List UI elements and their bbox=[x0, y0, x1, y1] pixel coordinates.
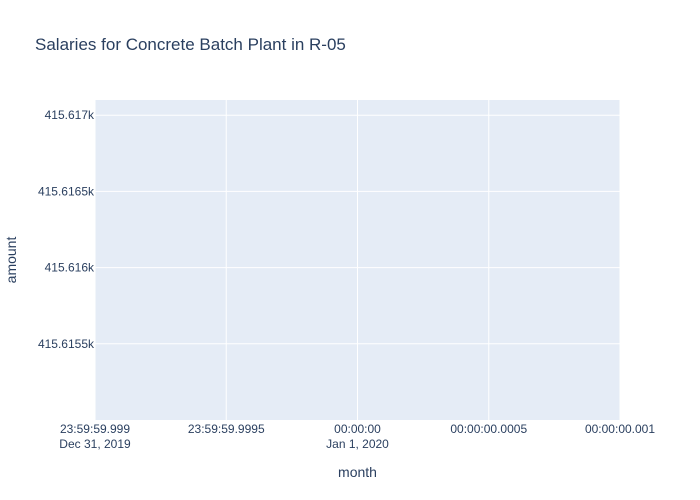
chart-title: Salaries for Concrete Batch Plant in R-0… bbox=[35, 35, 346, 54]
x-tick-label: 00:00:00 Jan 1, 2020 bbox=[326, 422, 389, 451]
x-gridlines bbox=[94, 100, 621, 420]
x-tick-label: 23:59:59.9995 bbox=[188, 422, 265, 436]
y-tick-label: 415.6155k bbox=[38, 337, 95, 351]
y-tick-label: 415.617k bbox=[45, 108, 95, 122]
x-tick-label: 00:00:00.0005 bbox=[450, 422, 527, 436]
y-gridlines bbox=[95, 114, 620, 345]
y-tick-label: 415.6165k bbox=[38, 184, 95, 198]
x-tick-label: 23:59:59.999 Dec 31, 2019 bbox=[59, 422, 131, 451]
x-tick-label: 00:00:00.001 bbox=[585, 422, 655, 436]
x-axis-ticks: 23:59:59.999 Dec 31, 2019 23:59:59.9995 00:… bbox=[59, 422, 655, 451]
y-axis-ticks: 415.6155k 415.616k 415.6165k 415.617k bbox=[38, 108, 95, 351]
y-tick-label: 415.616k bbox=[45, 261, 95, 275]
x-axis-title: month bbox=[338, 464, 377, 480]
y-axis-title: amount bbox=[3, 237, 19, 284]
